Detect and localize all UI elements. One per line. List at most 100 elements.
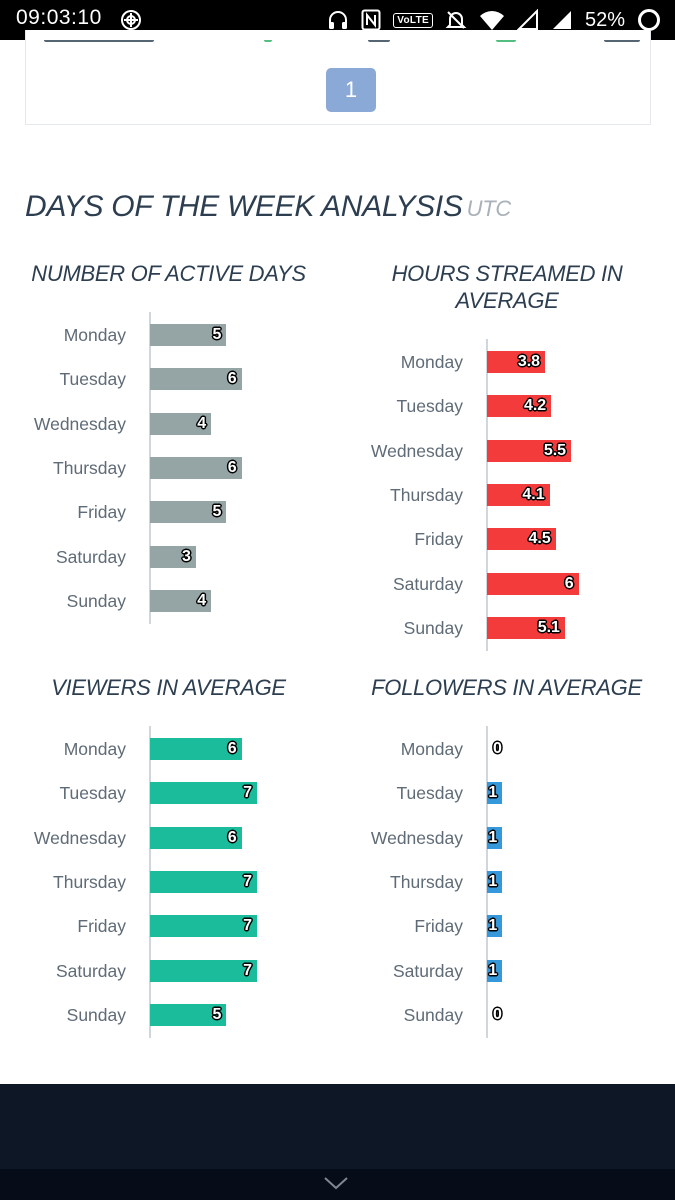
chart-bar: [150, 368, 242, 391]
chart-title: VIEWERS IN AVERAGE: [51, 675, 286, 700]
category-label: Thursday: [53, 871, 126, 892]
bar-value-label: 6: [564, 574, 574, 592]
bar-value-label: 6: [227, 740, 237, 757]
battery-icon: [638, 9, 660, 31]
chart-axis-line: [149, 312, 151, 624]
category-label: Thursday: [53, 457, 126, 478]
category-label: Monday: [63, 325, 126, 345]
category-label: Saturday: [392, 573, 463, 594]
bar-value-label: 4.5: [528, 530, 551, 548]
bar-value-label: 0: [493, 740, 502, 757]
bar-value-label: 1: [488, 872, 498, 890]
category-label: Monday: [400, 739, 463, 759]
table-card: 1: [25, 30, 651, 125]
bar-value-label: 5.1: [537, 618, 560, 636]
bar-value-label: 5: [212, 326, 222, 343]
chart-bar: [487, 915, 503, 938]
bar-value-label: 6: [227, 370, 237, 388]
headset-icon: [329, 11, 348, 29]
category-label: Sunday: [403, 617, 463, 638]
bar-value-label: 4: [197, 414, 207, 432]
chart-bar: [487, 870, 503, 893]
chart-bar: [150, 1003, 227, 1026]
chart-bar: [150, 324, 227, 346]
bar-value-label: 0: [493, 1005, 502, 1023]
bar-value-label: 7: [243, 917, 252, 935]
category-label: Friday: [77, 916, 126, 937]
bar-value-label: 1: [488, 917, 498, 935]
category-label: Tuesday: [396, 396, 463, 417]
chart-bar: [150, 915, 257, 938]
chevron-down-icon[interactable]: [323, 1175, 349, 1191]
chart-bar: [150, 870, 257, 893]
chart-title: FOLLOWERS IN AVERAGE: [371, 675, 642, 700]
category-label: Monday: [400, 352, 463, 372]
chart-bar: [150, 545, 196, 568]
category-label: Tuesday: [59, 369, 126, 390]
chart-axis-line: [486, 726, 488, 1038]
bar-value-label: 1: [488, 784, 498, 802]
bell-off-icon: [445, 11, 467, 29]
bar-value-label: 6: [227, 458, 237, 476]
chart-bar: [487, 616, 565, 639]
category-label: Tuesday: [59, 783, 126, 804]
section-title: DAYS OF THE WEEK ANALYSIS UTC: [25, 190, 511, 224]
bar-value-label: 3.8: [517, 353, 541, 370]
category-label: Wednesday: [370, 440, 463, 461]
chart-bar: [487, 782, 503, 805]
category-label: Friday: [77, 502, 126, 523]
category-label: Sunday: [403, 1004, 463, 1025]
bar-value-label: 7: [243, 961, 252, 979]
section-title-text: DAYS OF THE WEEK ANALYSIS: [25, 190, 463, 223]
bar-value-label: 4.1: [522, 485, 545, 503]
category-label: Saturday: [55, 960, 126, 981]
footer: [0, 1084, 675, 1200]
chart-bar: [487, 483, 550, 506]
bar-value-label: 6: [227, 828, 237, 846]
table-row-cut-off: [26, 40, 650, 46]
bar-value-label: 7: [243, 872, 252, 890]
pagination-page-1[interactable]: 1: [326, 68, 376, 112]
chart-bar: [150, 826, 242, 849]
category-label: Monday: [63, 739, 126, 759]
category-label: Wednesday: [370, 827, 463, 848]
chart-bar: [487, 439, 572, 462]
category-label: Thursday: [390, 871, 463, 892]
bar-value-label: 5.5: [543, 441, 567, 459]
compass-icon: [121, 10, 141, 30]
chart-title: NUMBER OF ACTIVE DAYS: [31, 261, 306, 286]
category-label: Saturday: [55, 546, 126, 567]
bar-value-label: 1: [488, 961, 498, 979]
bar-value-label: 4: [197, 591, 207, 609]
wifi-icon: [479, 11, 504, 30]
chart-bar: [487, 826, 503, 849]
category-label: Saturday: [392, 960, 463, 981]
chart-bar: [150, 782, 257, 805]
chart-title: HOURS STREAMED IN AVERAGE: [391, 261, 623, 313]
bar-value-label: 5: [212, 1005, 222, 1023]
chart-axis-line: [486, 339, 488, 651]
chart-bar: [487, 351, 546, 373]
signal-icon: [516, 9, 538, 30]
category-label: Wednesday: [33, 827, 126, 848]
category-label: Thursday: [390, 484, 463, 505]
chart-bar: [487, 395, 552, 418]
chart-bar: [150, 456, 242, 479]
category-label: Sunday: [66, 590, 126, 611]
category-label: Friday: [414, 916, 463, 937]
category-label: Tuesday: [396, 783, 463, 804]
bar-value-label: 7: [243, 784, 252, 802]
chart-bar: [487, 959, 503, 982]
bar-value-label: 4.2: [523, 397, 547, 415]
chart-axis-line: [149, 726, 151, 1038]
bar-value-label: 1: [488, 828, 498, 846]
status-time: 09:03:10: [16, 6, 102, 29]
chart-bar: [150, 501, 227, 524]
bar-value-label: 3: [181, 547, 191, 565]
bar-value-label: 5: [212, 503, 222, 521]
signal-icon: [552, 11, 571, 29]
nfc-icon: [361, 9, 381, 31]
footer-bar: [0, 1169, 675, 1200]
chart-bar: [487, 572, 579, 595]
volte-icon: VoLTE: [393, 12, 433, 28]
